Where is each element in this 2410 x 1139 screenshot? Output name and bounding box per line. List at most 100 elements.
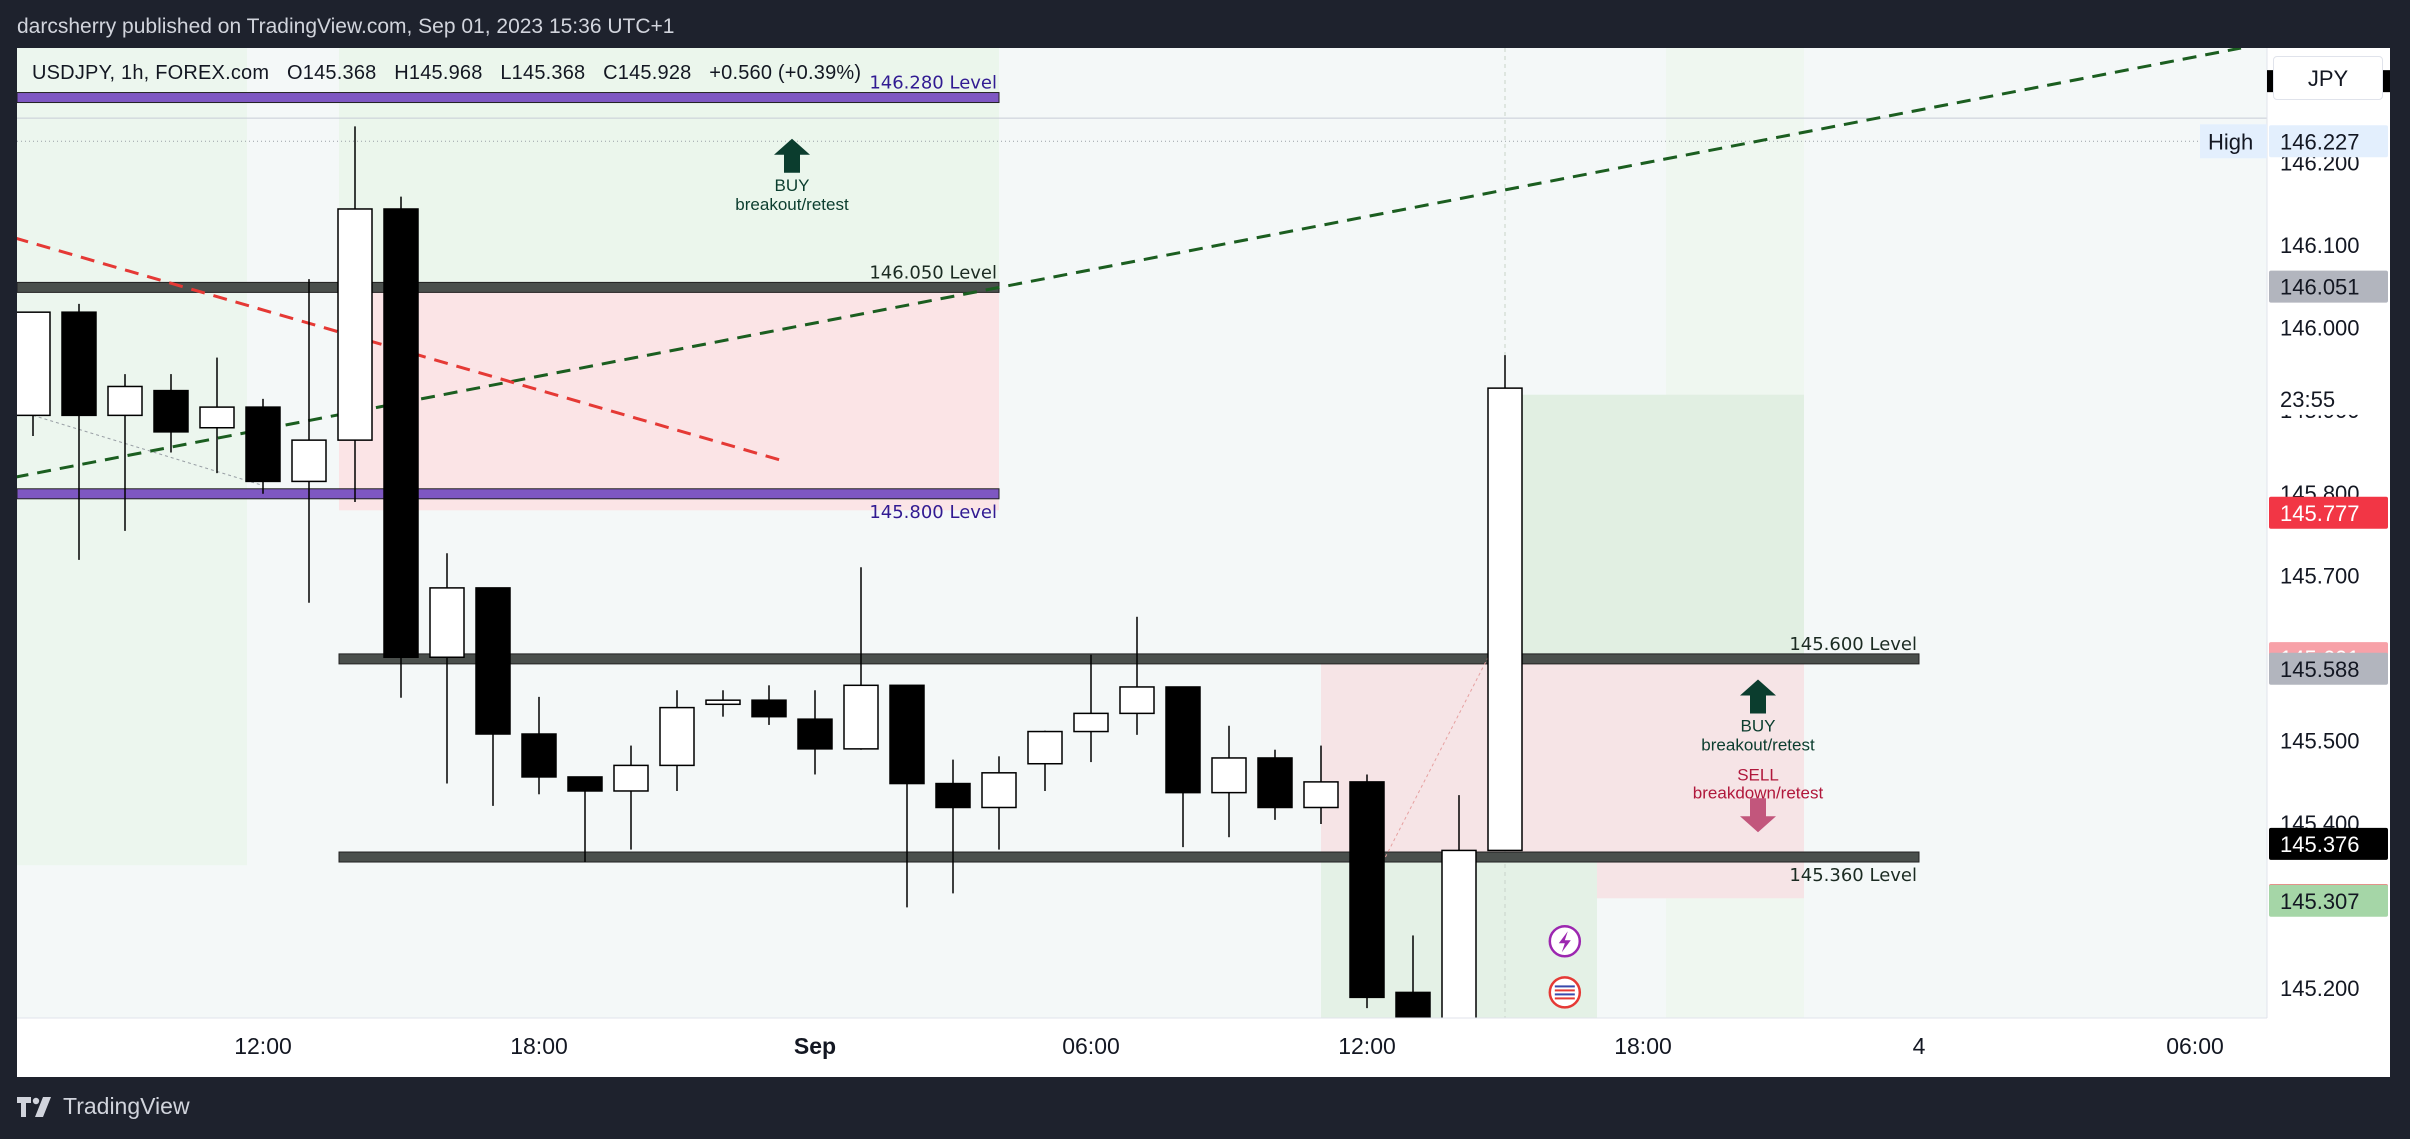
price-label-bg <box>2269 496 2388 529</box>
candle[interactable] <box>291 279 327 603</box>
candle[interactable] <box>613 745 649 850</box>
candle[interactable] <box>199 357 235 474</box>
price-label-bg <box>2269 827 2388 860</box>
candle[interactable] <box>1487 355 1523 852</box>
time-tick-label: 06:00 <box>2166 1033 2224 1059</box>
price-label[interactable]: 145.307 <box>2269 884 2388 917</box>
time-axis[interactable] <box>17 1018 2267 1077</box>
candle[interactable] <box>107 374 143 531</box>
tradingview-brand-text: TradingView <box>63 1093 190 1119</box>
candle-body <box>383 208 419 658</box>
price-label[interactable]: 146.051 <box>2269 270 2388 303</box>
time-tick-label: 12:00 <box>234 1033 292 1059</box>
price-label-text: 146.051 <box>2280 275 2360 300</box>
candle-body <box>981 772 1017 809</box>
tradingview-logo-icon <box>17 1096 51 1117</box>
candle[interactable] <box>429 553 465 784</box>
us-flag-event-icon[interactable] <box>1548 976 1582 1009</box>
green-zone <box>17 48 247 866</box>
candle[interactable] <box>797 690 833 775</box>
price-label-text: 145.588 <box>2280 657 2360 682</box>
candle[interactable] <box>337 126 373 503</box>
candle-body <box>1165 686 1201 794</box>
candle-body <box>1119 686 1155 715</box>
red-zone <box>339 287 999 511</box>
candle[interactable] <box>889 684 925 908</box>
price-label-text: 23:55 <box>2280 387 2335 412</box>
annotation-subtitle: breakout/retest <box>735 195 849 214</box>
price-tag-text: High <box>2208 129 2253 154</box>
price-tick-label: 145.200 <box>2280 976 2360 1001</box>
candle[interactable] <box>1211 725 1247 838</box>
price-label-text: 145.376 <box>2280 832 2360 857</box>
candle[interactable] <box>521 696 557 795</box>
candle[interactable] <box>567 776 603 862</box>
lightning-icon <box>1558 931 1571 953</box>
candle-body <box>797 718 833 750</box>
candle-body <box>61 311 97 417</box>
legend-close: C145.928 <box>603 62 692 84</box>
candle[interactable] <box>1165 686 1201 848</box>
candle[interactable] <box>1257 749 1293 820</box>
price-label[interactable]: 146.227 High <box>2200 124 2388 159</box>
buy-arrow-icon <box>1740 679 1776 714</box>
price-label[interactable]: 23:55 <box>2269 382 2388 415</box>
annotation-subtitle: breakout/retest <box>1701 736 1815 755</box>
us-flag-icon <box>1554 985 1575 988</box>
axes-layer: 146.200146.100146.000145.900145.800145.7… <box>17 48 2390 1077</box>
price-label[interactable]: 145.376 <box>2269 827 2388 860</box>
price-label-bg <box>2269 652 2388 685</box>
buy-arrow-icon <box>774 138 810 173</box>
candle[interactable] <box>1073 654 1109 763</box>
axis-corner <box>2267 1018 2390 1077</box>
candle[interactable] <box>475 587 511 806</box>
candle-body <box>1211 757 1247 794</box>
candle-body <box>337 208 373 441</box>
time-tick-label: 06:00 <box>1062 1033 1120 1059</box>
candle[interactable] <box>1441 795 1477 1040</box>
price-label[interactable]: 145.588 <box>2269 652 2388 685</box>
candle-body <box>1349 781 1385 999</box>
candle[interactable] <box>383 196 419 698</box>
candle-body <box>1027 730 1063 765</box>
candle[interactable] <box>1349 774 1385 1009</box>
price-label[interactable]: 145.777 <box>2269 496 2388 529</box>
thin-guide-line <box>32 414 264 487</box>
candle[interactable] <box>61 303 97 560</box>
candle-body <box>1303 781 1339 809</box>
candle-body <box>843 684 879 750</box>
level-band <box>17 92 1000 104</box>
candle[interactable] <box>935 759 971 894</box>
annotation-title: BUY <box>775 176 810 195</box>
candle[interactable] <box>981 756 1017 850</box>
tradingview-logo[interactable]: TradingView <box>17 1093 190 1120</box>
candle[interactable] <box>153 374 189 453</box>
candle[interactable] <box>1027 730 1063 791</box>
candle[interactable] <box>705 690 741 717</box>
currency-button[interactable]: JPY <box>2273 56 2383 100</box>
legend-symbol[interactable]: USDJPY, 1h, FOREX.com <box>32 62 270 84</box>
footer: TradingView <box>0 1077 2410 1139</box>
candles-layer <box>17 126 1523 1040</box>
level-label: 146.280 Level <box>869 73 997 94</box>
candle[interactable] <box>245 398 281 494</box>
annotation-title: BUY <box>1741 717 1776 736</box>
candle[interactable] <box>751 685 787 725</box>
chart-area[interactable]: 146.280 Level 146.050 Level 145.800 Level 1… <box>17 48 2390 1077</box>
level-label: 145.360 Level <box>1789 865 1917 886</box>
candle[interactable] <box>843 567 879 750</box>
candle[interactable] <box>17 311 51 436</box>
legend-low: L145.368 <box>500 62 586 84</box>
lightning-event-icon[interactable] <box>1548 924 1582 958</box>
candle[interactable] <box>659 690 695 791</box>
legend-change: +0.560 (+0.39%) <box>709 62 862 84</box>
annotation-title: SELL <box>1737 765 1779 784</box>
price-label-bg <box>2269 270 2388 303</box>
candle[interactable] <box>1119 616 1155 735</box>
candle[interactable] <box>1303 745 1339 824</box>
time-tick-label: 12:00 <box>1338 1033 1396 1059</box>
